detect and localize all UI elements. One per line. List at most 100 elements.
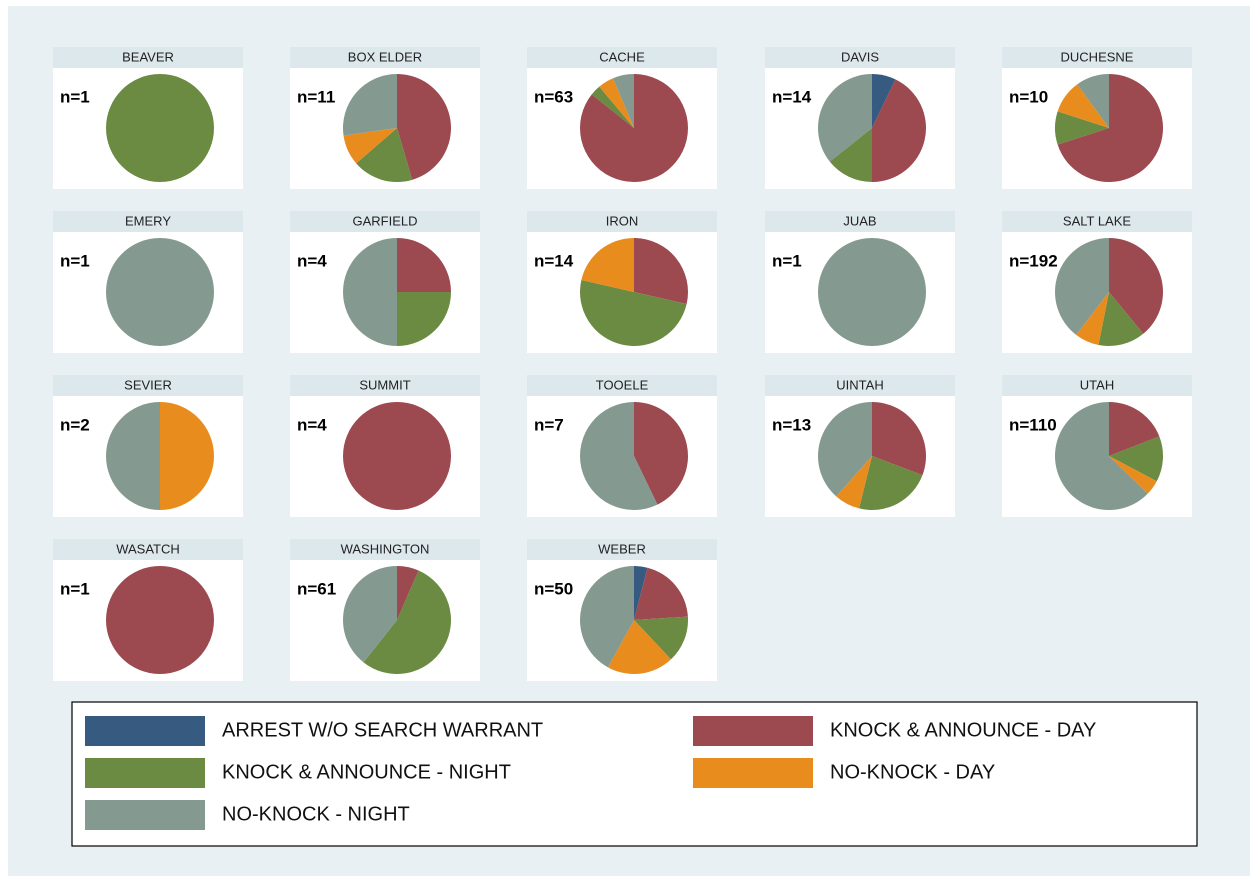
panel-header xyxy=(290,375,480,396)
panel-header xyxy=(527,211,717,232)
pie-slice xyxy=(106,238,214,346)
sample-size-label: n=13 xyxy=(772,415,811,434)
panel-title: TOOELE xyxy=(596,377,649,392)
pie-slice xyxy=(1109,436,1163,482)
pie-slice xyxy=(1109,402,1160,456)
pie-slice xyxy=(343,238,397,346)
pie-slice xyxy=(397,238,451,292)
pie-slice xyxy=(1098,292,1144,346)
pie-slice xyxy=(1057,84,1109,128)
sample-size-label: n=1 xyxy=(60,87,90,106)
pie-slice xyxy=(363,570,452,674)
panel-header xyxy=(765,211,955,232)
panel-title: BOX ELDER xyxy=(348,49,422,64)
pie-slice xyxy=(581,238,634,292)
panel-header xyxy=(527,375,717,396)
legend-label: NO-KNOCK - DAY xyxy=(830,761,995,783)
pie-slice xyxy=(591,86,634,128)
panel-title: IRON xyxy=(606,213,639,228)
pie-slice xyxy=(106,402,160,510)
panel-title: WASHINGTON xyxy=(341,541,430,556)
pie-slice xyxy=(829,128,872,182)
pie-slice xyxy=(356,128,413,182)
sample-size-label: n=61 xyxy=(297,579,336,598)
panel-title: GARFIELD xyxy=(352,213,417,228)
pie-slice xyxy=(579,279,687,346)
pie-slice xyxy=(634,402,689,505)
pie-slice xyxy=(343,128,397,164)
panel-header xyxy=(53,539,243,560)
pie-slice xyxy=(580,402,658,510)
sample-size-label: n=110 xyxy=(1009,415,1057,434)
pie-slice xyxy=(599,78,634,128)
pie-slice xyxy=(634,567,688,620)
pie-slice xyxy=(343,565,397,663)
sample-size-label: n=1 xyxy=(60,579,90,598)
pie-slice xyxy=(818,402,872,497)
panel-title: CACHE xyxy=(599,49,645,64)
pie-slice xyxy=(1109,238,1163,334)
pie-slice xyxy=(397,566,419,620)
pie-slice xyxy=(106,566,214,674)
pie-slice xyxy=(607,620,671,674)
sample-size-label: n=4 xyxy=(297,415,327,434)
panel-title: SEVIER xyxy=(124,377,172,392)
panel-header xyxy=(53,375,243,396)
sample-size-label: n=11 xyxy=(297,87,335,106)
panel-header xyxy=(290,47,480,68)
pie-slice xyxy=(634,238,688,305)
pie-slice xyxy=(872,74,896,128)
pie-slice xyxy=(397,292,451,346)
panel-header xyxy=(765,375,955,396)
pie-slice xyxy=(397,74,451,180)
legend-swatch xyxy=(85,716,205,746)
pie-slice xyxy=(818,238,926,346)
pie-slice xyxy=(1109,456,1157,494)
panel-title: WEBER xyxy=(598,541,646,556)
pie-slice xyxy=(872,79,927,182)
pie-slice xyxy=(1054,238,1109,335)
panel-header xyxy=(53,211,243,232)
panel-header xyxy=(765,47,955,68)
panel-header xyxy=(290,211,480,232)
panel-header xyxy=(1002,375,1192,396)
panel-title: UINTAH xyxy=(836,377,883,392)
panel-header xyxy=(527,47,717,68)
pie-slice xyxy=(1055,111,1109,145)
panel-title: BEAVER xyxy=(122,49,174,64)
pie-slice xyxy=(1055,402,1148,511)
legend-swatch xyxy=(693,716,813,746)
panel-title: DAVIS xyxy=(841,49,879,64)
panel-header xyxy=(1002,211,1192,232)
sample-size-label: n=14 xyxy=(772,87,812,106)
sample-size-label: n=192 xyxy=(1009,251,1058,270)
legend-swatch xyxy=(85,800,205,830)
panel-header xyxy=(53,47,243,68)
panel-title: JUAB xyxy=(843,213,876,228)
panel-title: WASATCH xyxy=(116,541,180,556)
pie-slice xyxy=(634,616,688,660)
pie-slice xyxy=(343,74,397,136)
sample-size-label: n=1 xyxy=(60,251,90,270)
sample-size-label: n=50 xyxy=(534,579,573,598)
pie-slice xyxy=(836,456,872,509)
panel-title: DUCHESNE xyxy=(1061,49,1134,64)
pie-slice xyxy=(818,74,872,162)
legend-swatch xyxy=(85,758,205,788)
pie-slice xyxy=(634,566,648,620)
legend-label: KNOCK & ANNOUNCE - DAY xyxy=(830,719,1096,741)
sample-size-label: n=14 xyxy=(534,251,574,270)
sample-size-label: n=1 xyxy=(772,251,802,270)
sample-size-label: n=4 xyxy=(297,251,327,270)
pie-slice xyxy=(1077,74,1109,128)
pie-slice xyxy=(160,402,214,510)
panel-title: UTAH xyxy=(1080,377,1114,392)
pie-slice xyxy=(1057,74,1164,182)
legend-label: ARREST W/O SEARCH WARRANT xyxy=(222,719,543,741)
panel-header xyxy=(290,539,480,560)
pie-slice xyxy=(106,74,214,182)
sample-size-label: n=2 xyxy=(60,415,90,434)
sample-size-label: n=7 xyxy=(534,415,564,434)
legend-label: KNOCK & ANNOUNCE - NIGHT xyxy=(222,761,511,783)
